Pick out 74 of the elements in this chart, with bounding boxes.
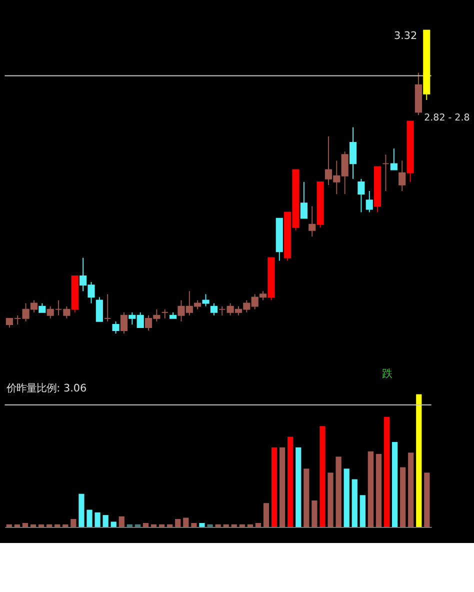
bar	[38, 524, 44, 527]
candlestick	[308, 206, 316, 237]
bar	[54, 524, 60, 527]
bar	[223, 524, 229, 527]
bar	[86, 510, 92, 527]
candlestick	[96, 296, 103, 322]
bar	[118, 516, 124, 527]
text: 跌	[382, 368, 392, 380]
bar	[376, 454, 382, 527]
candlestick	[382, 154, 390, 192]
bar	[110, 522, 116, 527]
annotation: 价昨量比例: 3.06	[6, 382, 87, 394]
bar	[14, 524, 20, 527]
bar	[215, 524, 221, 527]
bar	[416, 394, 422, 527]
candlestick	[112, 320, 120, 334]
candlestick	[300, 181, 308, 219]
bar	[231, 524, 237, 527]
bar	[46, 524, 52, 527]
bar	[175, 519, 181, 527]
bar	[336, 456, 342, 527]
bar	[239, 524, 245, 527]
bar	[255, 523, 262, 527]
bar	[70, 519, 76, 527]
candlestick	[161, 308, 168, 319]
annotation: 3.32	[394, 30, 418, 42]
bar	[368, 451, 374, 527]
bar	[142, 523, 149, 527]
bar	[167, 524, 173, 527]
bar	[126, 524, 132, 527]
bar	[22, 523, 28, 527]
candlestick	[366, 190, 373, 213]
candlestick	[390, 148, 398, 170]
bar	[304, 468, 310, 527]
candlestick	[38, 302, 46, 313]
bar	[207, 524, 213, 527]
bar	[102, 515, 108, 527]
bar	[150, 524, 157, 527]
bar	[408, 452, 414, 527]
candlestick	[210, 302, 218, 316]
bar	[312, 500, 318, 527]
bar	[62, 524, 68, 527]
bar	[328, 472, 334, 527]
annotation: 2.82 - 2.8	[424, 112, 470, 124]
bar	[247, 524, 253, 527]
candlestick	[202, 294, 210, 307]
bar	[280, 447, 286, 527]
bar	[6, 524, 12, 527]
bar	[352, 479, 358, 527]
bar	[392, 442, 398, 527]
candlestick	[104, 294, 112, 322]
bar	[271, 447, 278, 527]
bar	[183, 518, 189, 527]
bar	[360, 495, 366, 527]
candlestick	[358, 178, 365, 213]
bar	[344, 468, 350, 527]
candlestick	[120, 312, 128, 334]
bar	[296, 447, 302, 527]
bar	[30, 524, 36, 527]
bar	[191, 523, 197, 527]
bar	[94, 512, 100, 527]
candlestick	[398, 160, 406, 192]
bar	[134, 524, 141, 527]
bar	[78, 494, 84, 527]
candlestick	[349, 126, 357, 180]
bar	[320, 426, 326, 527]
bar	[263, 503, 270, 527]
bar	[400, 467, 406, 527]
candlestick	[218, 306, 226, 316]
bar	[158, 524, 165, 527]
bar	[384, 416, 390, 527]
bar	[199, 523, 205, 527]
bar	[424, 472, 430, 527]
bar	[288, 436, 294, 527]
